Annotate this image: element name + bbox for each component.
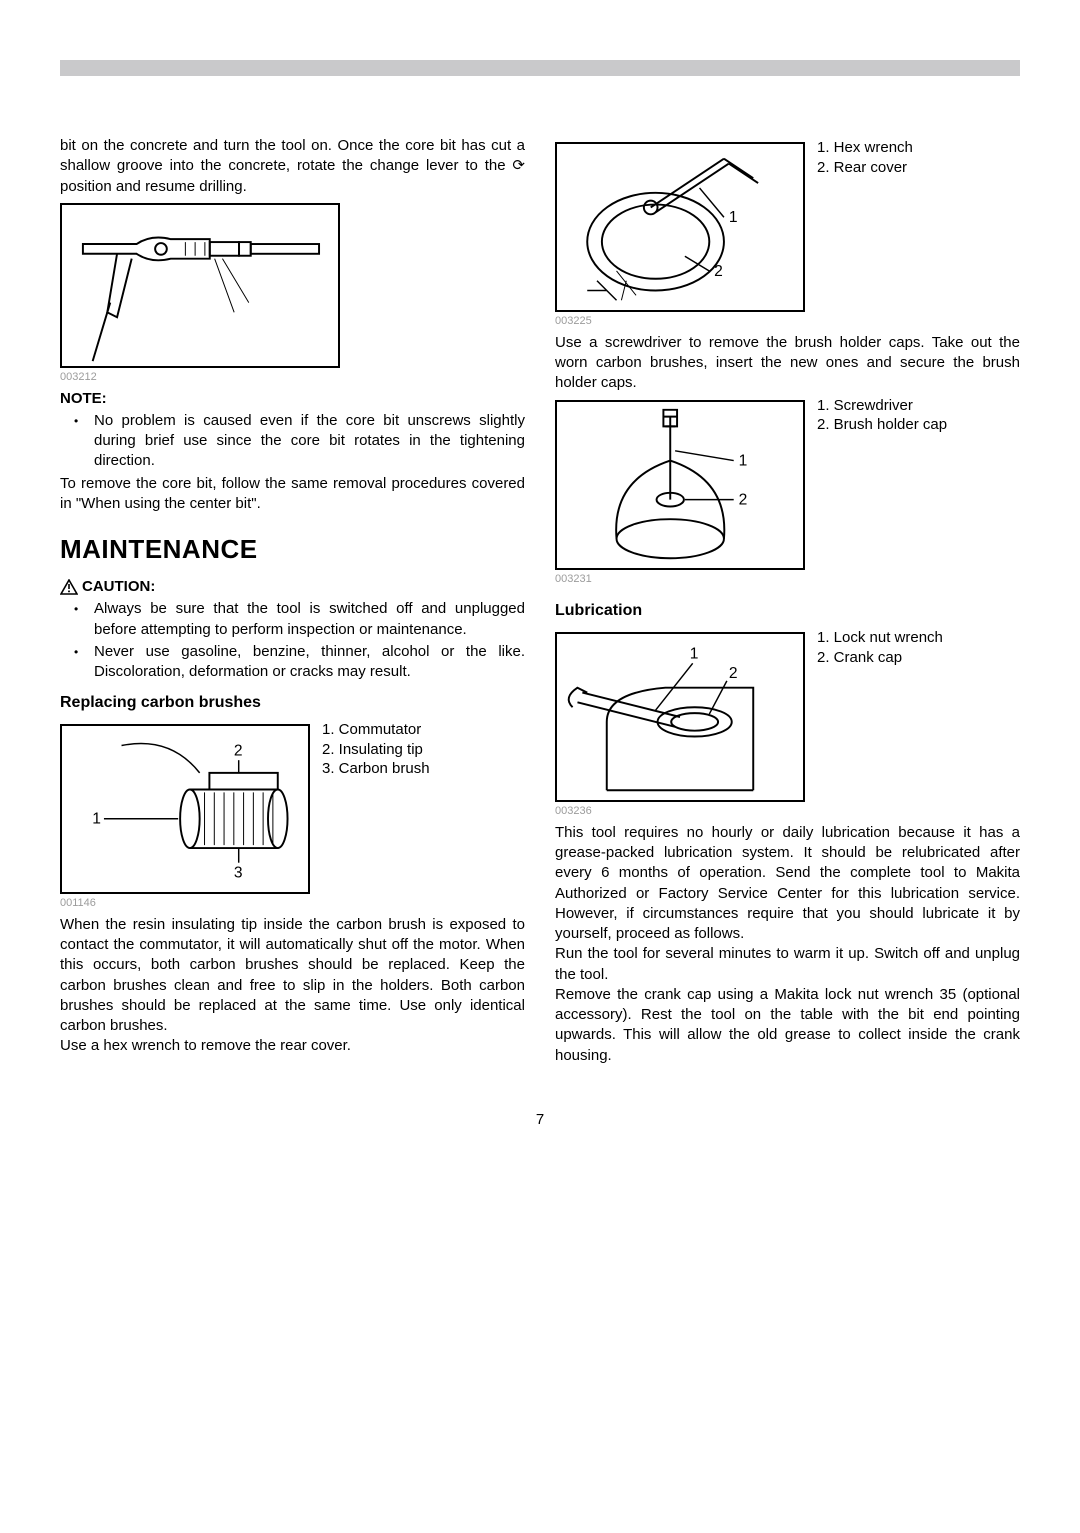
figure-code: 003231 <box>555 572 805 587</box>
left-column: bit on the concrete and turn the tool on… <box>60 136 525 1066</box>
figure-lock-nut-wrench: 1 2 <box>555 632 805 802</box>
figure-code: 003225 <box>555 314 805 329</box>
svg-text:3: 3 <box>234 864 243 881</box>
lubrication-paragraph-1: This tool requires no hourly or daily lu… <box>555 823 1020 945</box>
lubrication-heading: Lubrication <box>555 600 1020 622</box>
brush-paragraph-1: When the resin insulating tip inside the… <box>60 915 525 1037</box>
lubrication-paragraph-2: Run the tool for several minutes to warm… <box>555 944 1020 985</box>
figure-hex-wrench: 1 2 <box>555 142 805 312</box>
note-bullets: No problem is caused even if the core bi… <box>60 411 525 472</box>
figure-row-hexwrench: 1 2 003225 1. Hex wrench 2. Rear cover <box>555 136 1020 333</box>
page-number: 7 <box>0 1106 1080 1170</box>
svg-text:2: 2 <box>714 263 723 280</box>
list-item: Never use gasoline, benzine, thinner, al… <box>60 642 525 683</box>
legend-item: 2. Insulating tip <box>322 740 430 760</box>
legend-item: 2. Crank cap <box>817 648 943 668</box>
svg-text:2: 2 <box>739 491 748 508</box>
after-note-paragraph: To remove the core bit, follow the same … <box>60 474 525 515</box>
legend-item: 1. Lock nut wrench <box>817 628 943 648</box>
lubrication-paragraph-3: Remove the crank cap using a Makita lock… <box>555 985 1020 1066</box>
figure-drill-corebit <box>60 203 340 368</box>
list-item: Always be sure that the tool is switched… <box>60 599 525 640</box>
page-body: bit on the concrete and turn the tool on… <box>0 76 1080 1106</box>
right-column: 1 2 003225 1. Hex wrench 2. Rear cover U… <box>555 136 1020 1066</box>
list-item: No problem is caused even if the core bi… <box>60 411 525 472</box>
figure-carbon-brush: 1 2 3 <box>60 724 310 894</box>
figure-legend: 1. Hex wrench 2. Rear cover <box>817 136 913 177</box>
brush-paragraph-2: Use a hex wrench to remove the rear cove… <box>60 1036 525 1056</box>
caution-line: CAUTION: <box>60 577 525 597</box>
header-bar <box>60 60 1020 76</box>
legend-item: 1. Screwdriver <box>817 396 947 416</box>
figure-code: 003212 <box>60 370 525 385</box>
svg-text:1: 1 <box>92 811 101 828</box>
svg-text:1: 1 <box>739 452 748 469</box>
svg-text:1: 1 <box>729 209 738 226</box>
figure-legend: 1. Screwdriver 2. Brush holder cap <box>817 394 947 435</box>
warning-icon <box>60 579 78 595</box>
figure-row-screwdriver: 1 2 003231 1. Screwdriver 2. Brush holde… <box>555 394 1020 591</box>
figure-code: 001146 <box>60 896 310 911</box>
svg-text:1: 1 <box>690 645 699 662</box>
legend-item: 3. Carbon brush <box>322 759 430 779</box>
figure-row-lubrication: 1 2 003236 1. Lock nut wrench 2. Crank c… <box>555 626 1020 823</box>
figure-legend: 1. Lock nut wrench 2. Crank cap <box>817 626 943 667</box>
legend-item: 1. Commutator <box>322 720 430 740</box>
svg-text:2: 2 <box>234 742 243 759</box>
after-hexwrench-paragraph: Use a screwdriver to remove the brush ho… <box>555 333 1020 394</box>
note-label: NOTE: <box>60 389 525 409</box>
figure-legend: 1. Commutator 2. Insulating tip 3. Carbo… <box>322 718 430 779</box>
svg-text:2: 2 <box>729 665 738 682</box>
figure-row-brush: 1 2 3 001146 1. Commutator <box>60 718 525 915</box>
replacing-brushes-heading: Replacing carbon brushes <box>60 692 525 714</box>
intro-paragraph: bit on the concrete and turn the tool on… <box>60 136 525 197</box>
legend-item: 1. Hex wrench <box>817 138 913 158</box>
legend-item: 2. Rear cover <box>817 158 913 178</box>
caution-label: CAUTION: <box>82 577 155 597</box>
maintenance-heading: MAINTENANCE <box>60 532 525 567</box>
figure-code: 003236 <box>555 804 805 819</box>
caution-bullets: Always be sure that the tool is switched… <box>60 599 525 682</box>
figure-screwdriver: 1 2 <box>555 400 805 570</box>
legend-item: 2. Brush holder cap <box>817 415 947 435</box>
